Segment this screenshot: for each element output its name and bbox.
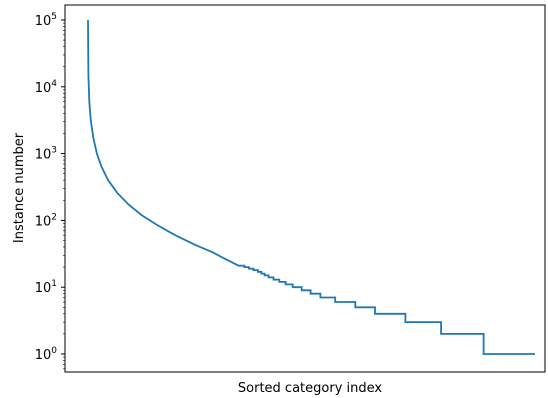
- y-tick-label: 100: [35, 346, 58, 363]
- y-axis-ticks: 100 101 102 103 104 105: [35, 12, 65, 370]
- y-tick-label: 103: [35, 146, 57, 163]
- y-axis-label: Instance number: [12, 132, 27, 243]
- y-tick-label: 102: [35, 212, 57, 229]
- y-tick-label: 105: [35, 12, 57, 29]
- plot-area: [64, 4, 546, 373]
- y-tick-label: 104: [35, 79, 58, 96]
- x-axis-label: Sorted category index: [238, 381, 382, 396]
- y-tick-label: 101: [35, 279, 57, 296]
- series-line: [87, 19, 535, 355]
